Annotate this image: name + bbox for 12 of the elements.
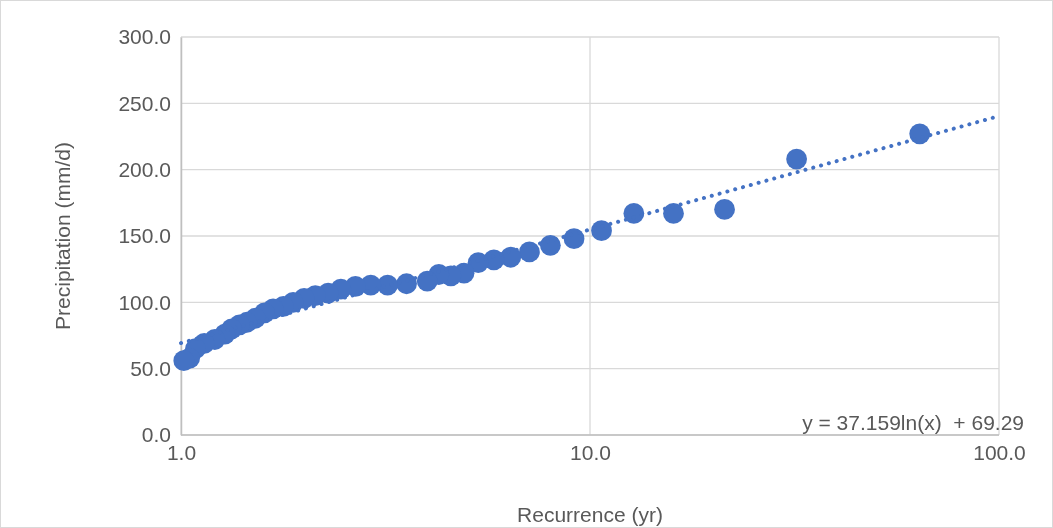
x-tick-label: 10.0 — [570, 440, 611, 464]
x-axis-title: Recurrence (yr) — [517, 503, 663, 526]
y-tick-label: 150.0 — [118, 224, 171, 248]
y-tick-label: 250.0 — [118, 91, 171, 115]
x-tick-label: 100.0 — [973, 440, 1026, 464]
annotation: y = 37.159ln(x) + 69.29 — [802, 411, 1024, 434]
y-tick-label: 100.0 — [118, 290, 171, 314]
y-tick-label: 0.0 — [141, 423, 171, 447]
y-tick-label: 200.0 — [118, 157, 171, 181]
y-tick-label: 50.0 — [130, 356, 171, 380]
y-tick-label: 300.0 — [118, 25, 171, 49]
y-axis-title: Precipitation (mm/d) — [51, 142, 74, 330]
